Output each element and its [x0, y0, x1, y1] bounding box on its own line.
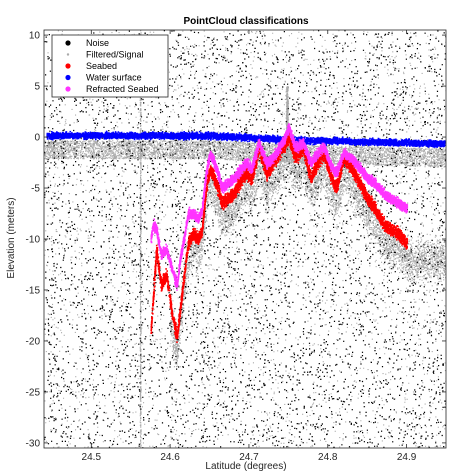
series-refracted-seabed [150, 123, 409, 291]
legend-entry-label: Noise [86, 38, 109, 48]
y-axis: 10 5 0 -5 -10 -15 -20 -25 -30 [26, 31, 446, 449]
legend-box [51, 34, 169, 98]
series-seabed [150, 131, 409, 343]
y-tick-label: 10 [29, 31, 41, 42]
y-tick-label: -20 [26, 336, 41, 347]
x-axis: 24.5 24.6 24.7 24.8 24.9 [82, 30, 417, 463]
legend-marker [66, 53, 70, 56]
x-tick-label: 24.8 [318, 452, 338, 463]
x-tick-label: 24.9 [397, 452, 417, 463]
x-tick-label: 24.6 [160, 452, 180, 463]
legend-entry-label: Seabed [86, 61, 117, 71]
refracted-seabed-points [150, 123, 409, 291]
x-tick-label: 24.5 [82, 452, 102, 463]
legend-entry-label: Filtered/Signal [86, 50, 144, 60]
y-tick-label: 5 [34, 82, 40, 93]
axes-box [43, 29, 447, 449]
x-axis-label: Latitude (degrees) [205, 461, 286, 472]
y-tick-label: -25 [26, 387, 41, 398]
legend-entry-label: Refracted Seabed [86, 84, 159, 94]
plot-area [44, 30, 446, 448]
y-tick-label: -5 [31, 184, 40, 195]
legend-marker [65, 40, 71, 46]
y-tick-label: -30 [26, 438, 41, 449]
legend-entry-label: Water surface [86, 73, 142, 83]
water-surface-points [46, 130, 446, 148]
legend-marker [65, 74, 71, 81]
chart-title: PointCloud classifications [183, 16, 308, 27]
y-tick-label: 0 [34, 133, 40, 144]
legend-marker [65, 63, 71, 69]
legend-marker [65, 86, 71, 92]
y-axis-label: Elevation (meters) [6, 197, 17, 278]
series-water-surface [46, 130, 446, 148]
y-tick-label: -15 [26, 285, 41, 296]
x-tick-label: 24.7 [239, 452, 259, 463]
seabed-points [150, 131, 409, 343]
y-tick-label: -10 [26, 235, 41, 246]
